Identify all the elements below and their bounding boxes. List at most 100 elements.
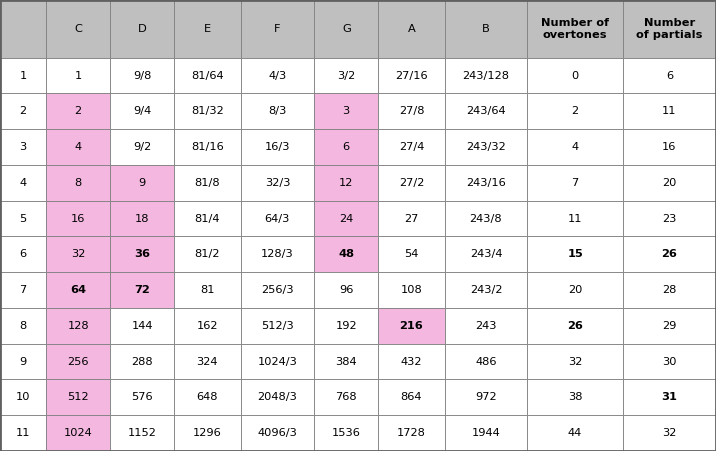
Bar	[0, 379, 46, 415]
Text: 768: 768	[335, 392, 357, 402]
Text: 1296: 1296	[193, 428, 222, 438]
Text: 144: 144	[132, 321, 153, 331]
Text: 27/2: 27/2	[399, 178, 424, 188]
Text: 243/128: 243/128	[463, 71, 510, 81]
Text: 32: 32	[568, 357, 582, 367]
Bar	[110, 308, 174, 344]
Bar	[46, 93, 110, 129]
Bar	[174, 58, 241, 93]
Bar	[174, 379, 241, 415]
Bar	[110, 0, 174, 58]
Bar	[378, 93, 445, 129]
Text: 30: 30	[662, 357, 677, 367]
Bar	[527, 129, 623, 165]
Bar	[445, 272, 527, 308]
Bar	[0, 165, 46, 201]
Bar	[174, 308, 241, 344]
Bar	[378, 129, 445, 165]
Bar	[527, 272, 623, 308]
Bar	[241, 93, 314, 129]
Text: 1536: 1536	[332, 428, 361, 438]
Text: 9: 9	[138, 178, 146, 188]
Bar	[110, 129, 174, 165]
Text: 6: 6	[19, 249, 26, 259]
Bar	[445, 379, 527, 415]
Bar	[46, 415, 110, 451]
Bar	[314, 58, 378, 93]
Bar	[445, 93, 527, 129]
Text: 28: 28	[662, 285, 677, 295]
Bar	[46, 379, 110, 415]
Text: 23: 23	[662, 214, 677, 224]
Text: 72: 72	[135, 285, 150, 295]
Bar	[110, 272, 174, 308]
Text: 243/2: 243/2	[470, 285, 502, 295]
Text: 243/64: 243/64	[466, 106, 505, 116]
Text: 216: 216	[400, 321, 423, 331]
Text: 18: 18	[135, 214, 150, 224]
Bar	[527, 344, 623, 379]
Bar	[378, 272, 445, 308]
Bar	[314, 272, 378, 308]
Text: 5: 5	[19, 214, 26, 224]
Bar	[241, 415, 314, 451]
Bar	[378, 0, 445, 58]
Bar	[527, 0, 623, 58]
Text: 3: 3	[19, 142, 26, 152]
Bar	[623, 93, 716, 129]
Text: 2: 2	[19, 106, 26, 116]
Text: 31: 31	[662, 392, 677, 402]
Bar	[0, 129, 46, 165]
Text: Number
of partials: Number of partials	[637, 18, 702, 40]
Bar	[174, 165, 241, 201]
Bar	[0, 93, 46, 129]
Bar	[314, 165, 378, 201]
Text: 648: 648	[197, 392, 218, 402]
Text: 108: 108	[400, 285, 422, 295]
Bar	[623, 165, 716, 201]
Text: 81/4: 81/4	[195, 214, 220, 224]
Bar	[378, 379, 445, 415]
Bar	[46, 165, 110, 201]
Bar	[445, 415, 527, 451]
Text: 54: 54	[405, 249, 419, 259]
Bar	[527, 379, 623, 415]
Bar	[46, 201, 110, 236]
Bar	[378, 58, 445, 93]
Bar	[445, 165, 527, 201]
Text: 324: 324	[197, 357, 218, 367]
Bar	[445, 344, 527, 379]
Bar	[241, 58, 314, 93]
Bar	[110, 93, 174, 129]
Text: 16: 16	[71, 214, 85, 224]
Bar	[445, 58, 527, 93]
Bar	[623, 344, 716, 379]
Bar	[445, 129, 527, 165]
Text: G: G	[342, 24, 351, 34]
Bar	[46, 308, 110, 344]
Bar	[623, 201, 716, 236]
Bar	[241, 379, 314, 415]
Text: 192: 192	[335, 321, 357, 331]
Bar	[314, 415, 378, 451]
Bar	[241, 272, 314, 308]
Text: 16/3: 16/3	[265, 142, 290, 152]
Bar	[623, 58, 716, 93]
Bar	[527, 236, 623, 272]
Text: 9/4: 9/4	[133, 106, 151, 116]
Text: 2: 2	[74, 106, 82, 116]
Bar	[110, 236, 174, 272]
Text: 1024/3: 1024/3	[258, 357, 297, 367]
Text: 1: 1	[74, 71, 82, 81]
Bar	[314, 129, 378, 165]
Bar	[314, 0, 378, 58]
Bar	[623, 379, 716, 415]
Text: 29: 29	[662, 321, 677, 331]
Bar	[445, 308, 527, 344]
Text: 9/2: 9/2	[133, 142, 151, 152]
Bar	[241, 129, 314, 165]
Bar	[623, 272, 716, 308]
Text: B: B	[482, 24, 490, 34]
Bar	[314, 236, 378, 272]
Text: 4: 4	[571, 142, 579, 152]
